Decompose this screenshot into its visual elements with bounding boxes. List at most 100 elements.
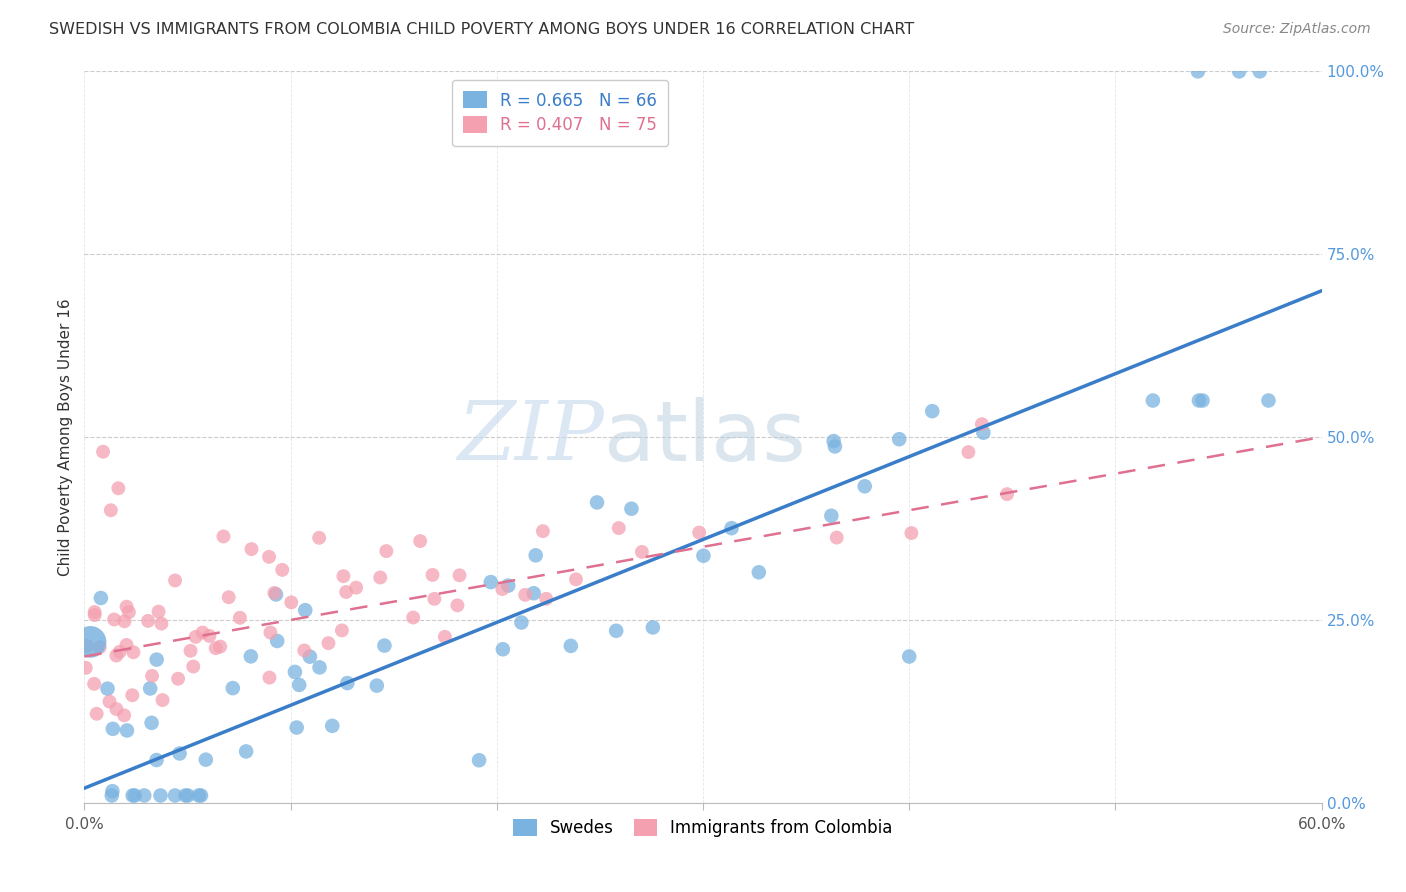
Point <box>145 753 167 767</box>
Point <box>83 677 105 691</box>
Point <box>96 681 118 696</box>
Point <box>1227 64 1250 78</box>
Point <box>1187 64 1209 78</box>
Point <box>605 624 627 638</box>
Point <box>1142 393 1164 408</box>
Point <box>148 605 170 619</box>
Text: SWEDISH VS IMMIGRANTS FROM COLOMBIA CHILD POVERTY AMONG BOYS UNDER 16 CORRELATIO: SWEDISH VS IMMIGRANTS FROM COLOMBIA CHIL… <box>49 22 914 37</box>
Point <box>150 616 173 631</box>
Point <box>165 574 187 588</box>
Point <box>103 612 125 626</box>
Point <box>308 531 330 545</box>
Point <box>1257 393 1279 408</box>
Point <box>515 588 537 602</box>
Point <box>820 508 842 523</box>
Point <box>100 503 122 517</box>
Point <box>105 702 128 716</box>
Point <box>136 614 159 628</box>
Point <box>496 578 519 592</box>
Point <box>184 630 207 644</box>
Point <box>101 722 124 736</box>
Point <box>335 585 357 599</box>
Point <box>534 591 557 606</box>
Point <box>75 661 97 675</box>
Point <box>824 439 846 453</box>
Point <box>177 789 200 803</box>
Point <box>823 434 845 448</box>
Point <box>422 568 444 582</box>
Point <box>402 610 425 624</box>
Point <box>510 615 533 630</box>
Point <box>115 723 138 738</box>
Point <box>280 595 302 609</box>
Point <box>191 625 214 640</box>
Point <box>692 549 714 563</box>
Point <box>141 669 163 683</box>
Point <box>288 678 311 692</box>
Point <box>1188 393 1211 408</box>
Point <box>174 789 197 803</box>
Point <box>957 445 980 459</box>
Point <box>222 681 245 695</box>
Point <box>152 693 174 707</box>
Point <box>366 679 388 693</box>
Point <box>118 605 141 619</box>
Point <box>263 586 285 600</box>
Point <box>900 526 922 541</box>
Point <box>90 591 112 605</box>
Point <box>266 634 288 648</box>
Point <box>586 495 609 509</box>
Point <box>190 789 212 803</box>
Point <box>368 570 391 584</box>
Point <box>115 599 138 614</box>
Point <box>240 542 263 557</box>
Point <box>145 652 167 666</box>
Point <box>720 521 742 535</box>
Point <box>344 581 367 595</box>
Point <box>89 640 111 655</box>
Point <box>565 573 588 587</box>
Point <box>122 645 145 659</box>
Point <box>524 549 547 563</box>
Point <box>409 534 432 549</box>
Point <box>86 706 108 721</box>
Point <box>995 487 1018 501</box>
Point <box>218 591 240 605</box>
Point <box>79 635 101 649</box>
Point <box>229 611 252 625</box>
Point <box>292 643 315 657</box>
Point <box>115 638 138 652</box>
Point <box>492 642 515 657</box>
Point <box>194 753 217 767</box>
Point <box>620 501 643 516</box>
Legend: Swedes, Immigrants from Colombia: Swedes, Immigrants from Colombia <box>505 811 901 846</box>
Point <box>375 544 398 558</box>
Point <box>853 479 876 493</box>
Point <box>141 715 163 730</box>
Text: ZIP: ZIP <box>457 397 605 477</box>
Point <box>187 789 209 803</box>
Point <box>239 649 262 664</box>
Point <box>124 789 146 803</box>
Point <box>212 529 235 543</box>
Point <box>688 525 710 540</box>
Point <box>1191 393 1213 408</box>
Point <box>423 591 446 606</box>
Point <box>898 649 921 664</box>
Point <box>631 545 654 559</box>
Point <box>433 630 456 644</box>
Point <box>108 645 131 659</box>
Point <box>336 676 359 690</box>
Point <box>531 524 554 538</box>
Point <box>373 639 395 653</box>
Text: Source: ZipAtlas.com: Source: ZipAtlas.com <box>1223 22 1371 37</box>
Point <box>91 444 114 458</box>
Point <box>446 599 468 613</box>
Point <box>264 587 287 601</box>
Point <box>748 566 770 580</box>
Point <box>889 432 911 446</box>
Point <box>641 620 664 634</box>
Point <box>134 789 156 803</box>
Point <box>318 636 340 650</box>
Point <box>121 789 143 803</box>
